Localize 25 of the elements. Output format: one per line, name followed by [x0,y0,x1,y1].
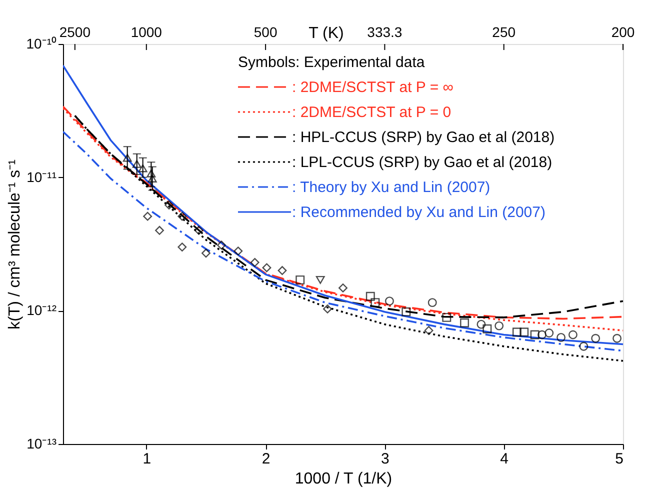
annotation: 333.3 [367,24,402,40]
legend-label: : 2DME/SCTST at P = 0 [292,104,452,121]
y-axis-title: k(T) / cm³ molecule⁻¹ s⁻¹ [6,160,24,330]
x-axis-title: 1000 / T (1/K) [294,470,392,488]
annotation: 1000 [130,24,162,40]
annotation: 250 [492,24,516,40]
annotation: Symbols: Experimental data [238,54,426,71]
legend-label: : Recommended by Xu and Lin (2007) [292,204,546,221]
y-tick-label: 10⁻¹³ [26,436,57,452]
legend-label: : HPL-CCUS (SRP) by Gao et al (2018) [292,129,555,146]
x-tick-label: 5 [615,450,624,468]
legend-label: : LPL-CCUS (SRP) by Gao et al (2018) [292,154,552,171]
x-tick-label: 3 [381,450,390,468]
y-tick-label: 10⁻¹⁰ [26,36,56,52]
x-tick-label: 2 [262,450,270,468]
legend-label: : Theory by Xu and Lin (2007) [292,179,490,196]
annotation: 500 [254,24,278,40]
legend-label: : 2DME/SCTST at P = ∞ [292,79,454,96]
x-tick-label: 1 [142,450,152,468]
y-tick-label: 10⁻¹² [26,302,57,318]
x2-axis-title: T (K) [308,25,344,42]
annotation: 200 [611,24,635,40]
annotation: 2500 [59,24,91,40]
x-tick-label: 4 [500,450,509,468]
y-tick-label: 10⁻¹¹ [26,168,57,185]
